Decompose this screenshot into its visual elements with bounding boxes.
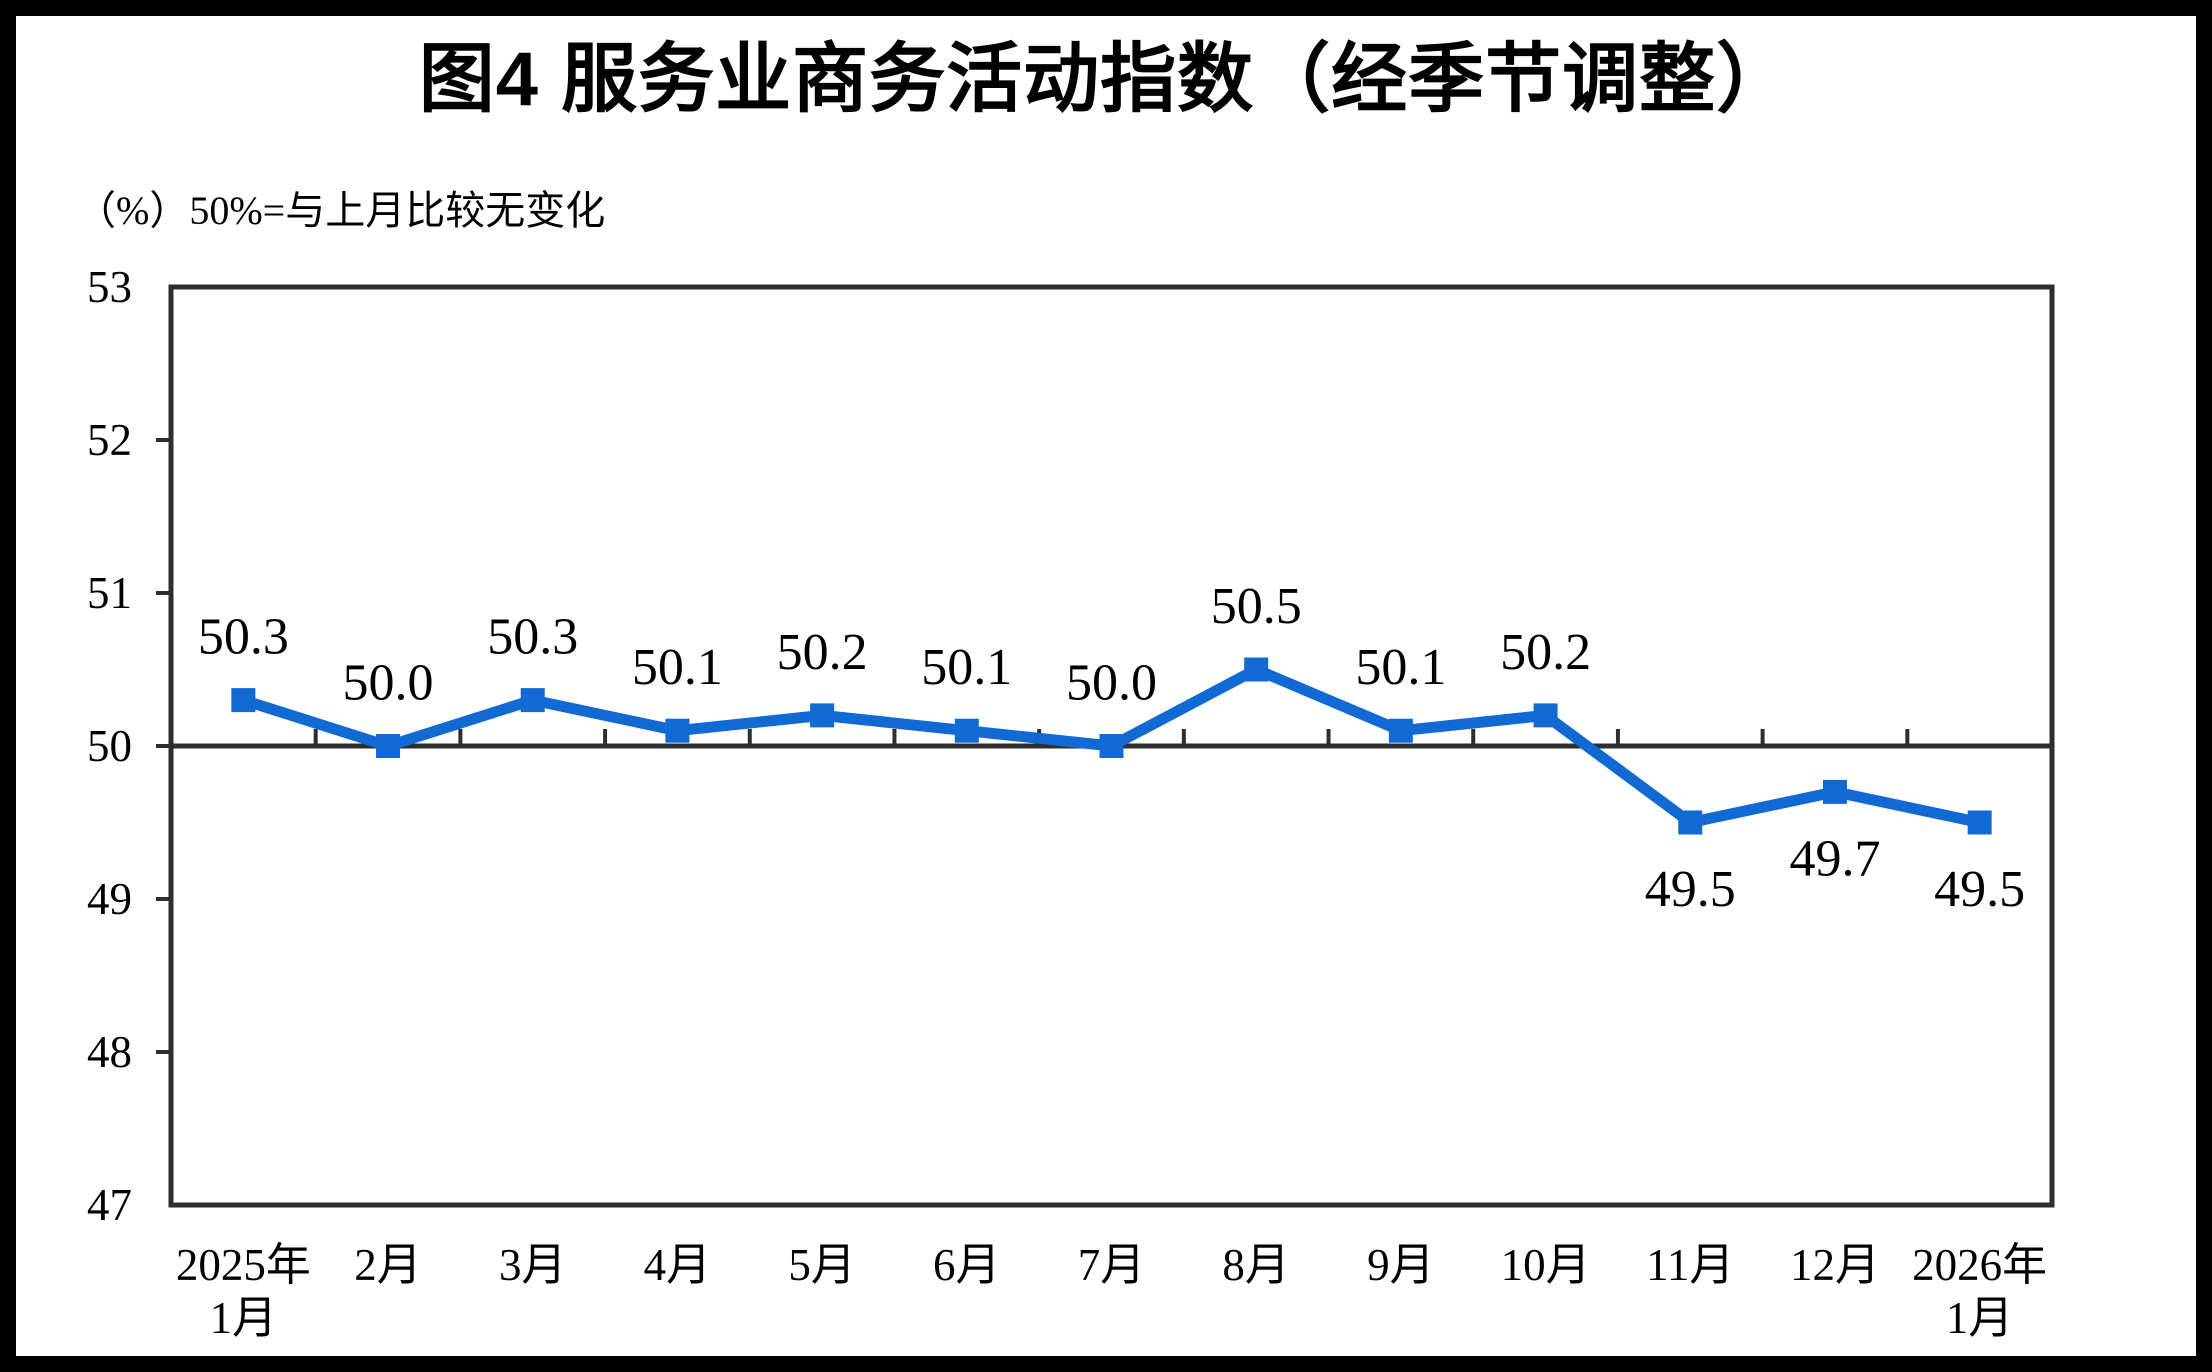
data-point-marker: [1244, 657, 1269, 682]
data-point-marker: [376, 734, 401, 758]
x-axis-label: 3月: [499, 1240, 567, 1290]
chart-title: 图4 服务业商务活动指数（经季节调整）: [418, 37, 1794, 122]
data-label: 50.2: [1500, 624, 1591, 681]
data-point-marker: [954, 718, 979, 743]
y-axis: 47 48 49 50 51 52 53: [87, 262, 171, 1230]
data-point-marker: [1533, 703, 1558, 728]
data-label: 50.5: [1211, 578, 1302, 635]
x-axis-label: 8月: [1222, 1240, 1290, 1290]
data-point-marker: [231, 688, 256, 713]
data-label: 49.7: [1789, 830, 1880, 887]
data-point-marker: [810, 703, 835, 728]
x-axis-label: 12月: [1790, 1240, 1880, 1290]
y-axis-label: 49: [87, 874, 132, 924]
x-axis-label: 6月: [933, 1240, 1001, 1290]
x-axis-label: 9月: [1367, 1240, 1435, 1290]
x-axis-label: 5月: [788, 1240, 856, 1290]
data-label: 49.5: [1934, 861, 2025, 918]
data-label: 50.2: [777, 624, 868, 681]
data-labels: 50.3 50.0 50.3 50.1 50.2 50.1 50.0 50.5 50.1 50.2…: [198, 578, 2025, 918]
y-axis-label: 51: [87, 568, 132, 618]
data-label: 50.3: [198, 609, 289, 666]
y-axis-label: 50: [87, 721, 132, 771]
data-label: 50.3: [487, 609, 578, 666]
y-axis-label: 47: [87, 1180, 132, 1230]
data-point-marker: [1822, 779, 1847, 804]
data-point-marker: [665, 718, 690, 743]
x-axis-label: 10月: [1501, 1240, 1591, 1290]
data-label: 50.0: [1066, 655, 1157, 712]
y-axis-label: 52: [87, 415, 132, 465]
data-point-marker: [1388, 718, 1413, 743]
x-axis-label: 2025年: [176, 1240, 311, 1290]
series-markers: [231, 657, 1992, 835]
data-point-marker: [1099, 734, 1124, 758]
x-axis-label: 7月: [1078, 1240, 1146, 1290]
x-axis-label: 2026年: [1912, 1240, 2047, 1290]
data-label: 50.1: [921, 639, 1012, 696]
data-point-marker: [1967, 810, 1992, 835]
y-axis-label: 48: [87, 1027, 132, 1077]
chart-unit-note: （%）50%=与上月比较无变化: [76, 188, 606, 233]
x-axis-label: 4月: [644, 1240, 712, 1290]
data-point-marker: [1678, 810, 1703, 835]
data-label: 50.0: [343, 655, 434, 712]
x-axis-label: 11月: [1646, 1240, 1734, 1290]
data-label: 49.5: [1645, 861, 1736, 918]
y-axis-label: 53: [87, 262, 132, 312]
x-axis-label: 1月: [1946, 1293, 2014, 1343]
data-label: 50.1: [632, 639, 723, 696]
x-axis-label: 2月: [354, 1240, 422, 1290]
data-point-marker: [520, 688, 545, 713]
data-label: 50.1: [1355, 639, 1446, 696]
x-axis-label: 1月: [210, 1293, 278, 1343]
